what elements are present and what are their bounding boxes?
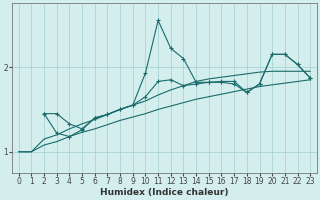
X-axis label: Humidex (Indice chaleur): Humidex (Indice chaleur) bbox=[100, 188, 229, 197]
